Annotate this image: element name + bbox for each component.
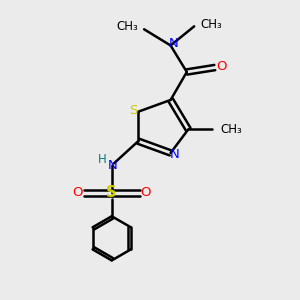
Text: N: N xyxy=(170,148,180,161)
Text: N: N xyxy=(169,38,178,50)
Text: CH₃: CH₃ xyxy=(201,18,222,32)
Text: S: S xyxy=(106,185,117,200)
Text: O: O xyxy=(140,186,151,199)
Text: H: H xyxy=(98,153,107,166)
Text: O: O xyxy=(73,186,83,199)
Text: S: S xyxy=(129,104,137,117)
Text: O: O xyxy=(216,60,226,73)
Text: CH₃: CH₃ xyxy=(221,123,242,136)
Text: N: N xyxy=(107,159,117,172)
Text: CH₃: CH₃ xyxy=(116,20,138,33)
